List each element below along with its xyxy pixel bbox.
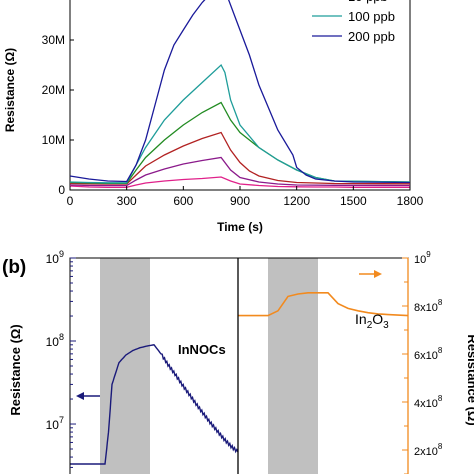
- panel-b-left-axis-label: Resistance (Ω): [8, 324, 23, 415]
- panel-a-y-axis-label: Resistance (Ω): [3, 48, 17, 132]
- in2o3-exposure-region: [268, 258, 318, 474]
- panel-a-x-tick-label: 1500: [340, 194, 367, 208]
- panel-a-y-tick-label: 10M: [42, 133, 65, 147]
- panel-b-right-axis-label: Resistance (Ω): [465, 334, 474, 425]
- panel-a-series-line-3: [69, 131, 411, 185]
- right-tick-label: 4x108: [414, 394, 443, 410]
- in2o3-series-line: [238, 291, 409, 317]
- panel-a-y-tick-label: 0: [58, 183, 65, 197]
- right-tick-label: 6x108: [414, 346, 443, 362]
- panel-a-x-axis-label: Time (s): [217, 220, 263, 234]
- innocs-series-line: [70, 344, 239, 465]
- right-tick-label: 109: [414, 250, 431, 266]
- panel-b: (b) 109 108 107 109 8x108 6x108 4x108 2x108 Re…: [2, 249, 474, 474]
- panel-b-right-ticks: 109 8x108 6x108 4x108 2x108: [402, 250, 443, 474]
- in2o3-label-sub2: 3: [383, 320, 389, 331]
- panel-a-x-tick-label: 300: [117, 194, 137, 208]
- innocs-label: InNOCs: [178, 342, 226, 357]
- panel-a-x-tick-label: 1800: [397, 194, 424, 208]
- panel-a-series-line-2: [69, 156, 411, 187]
- legend-entry-label: 200 ppb: [348, 29, 395, 44]
- panel-b-left-ticks: 109 108 107: [46, 249, 76, 468]
- right-tick-label: 2x108: [414, 442, 443, 458]
- panel-b-exposure-shading: [100, 258, 318, 474]
- panel-a-series-line-6: [69, 0, 411, 184]
- in2o3-label-o: O: [372, 311, 383, 327]
- panel-a-y-ticks: 010M20M30M40M: [42, 33, 74, 197]
- panel-a-series-line-4: [69, 101, 411, 184]
- innocs-arrow: [76, 392, 100, 400]
- right-tick-label: 8x108: [414, 298, 443, 314]
- panel-a-y-tick-label: 30M: [42, 33, 65, 47]
- in2o3-label-in: In: [355, 311, 367, 327]
- panel-b-series-group: [70, 291, 409, 465]
- legend-entry-label: 10 ppb: [348, 0, 388, 4]
- panel-a-series-group: [69, 0, 411, 188]
- panel-a-x-tick-label: 900: [230, 194, 250, 208]
- panel-a-series-line-1: [69, 176, 410, 188]
- legend-entry-label: 100 ppb: [348, 9, 395, 24]
- in2o3-label: In2O3: [355, 311, 389, 331]
- in2o3-arrow: [359, 270, 382, 278]
- left-tick-label: 109: [46, 249, 64, 266]
- panel-a-x-tick-label: 600: [173, 194, 193, 208]
- in2o3-label-sub1: 2: [367, 320, 373, 331]
- panel-a-y-tick-label: 20M: [42, 83, 65, 97]
- panel-a-series-line-5: [69, 63, 411, 184]
- panel-a-x-ticks: 0 300 600 900 1200 1500 1800: [67, 186, 424, 208]
- panel-a-legend: 10 ppb 100 ppb 200 ppb: [312, 0, 395, 44]
- panel-a-x-tick-label: 0: [67, 194, 74, 208]
- panel-a-x-tick-label: 1200: [283, 194, 310, 208]
- left-tick-label: 107: [46, 415, 64, 432]
- panel-b-label: (b): [2, 257, 26, 278]
- left-tick-label: 108: [46, 332, 64, 349]
